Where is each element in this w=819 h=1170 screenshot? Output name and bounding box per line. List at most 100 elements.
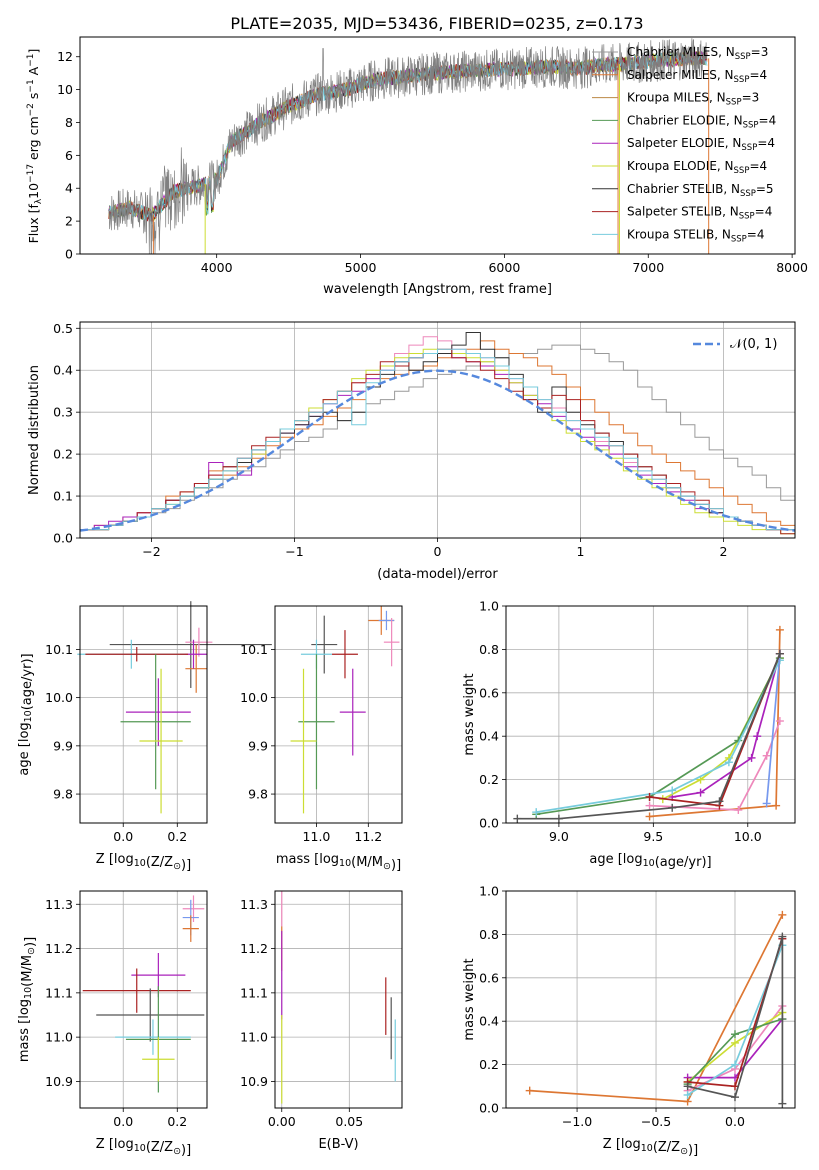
legend-entry: 𝒩(0, 1): [730, 337, 777, 352]
x-tick-label: 7000: [632, 260, 664, 275]
y-tick-label: 10.9: [240, 1074, 268, 1089]
x-tick-label: −1.0: [562, 1114, 592, 1129]
x-tick-label: 9.0: [549, 829, 569, 844]
legend-tail: =4: [757, 136, 775, 150]
label-part: E(B-V): [318, 1137, 358, 1152]
x-axis-label: mass [log10(M/M⊙)]: [276, 852, 401, 873]
x-tick-label: 2: [720, 544, 728, 559]
label-part: −17: [26, 164, 36, 183]
y-tick-label: 0.4: [479, 729, 499, 744]
legend-tail: =4: [759, 113, 777, 127]
legend-entry: Salpeter ELODIE, NSSP=4: [627, 136, 775, 153]
label-part: (Z/Z: [146, 855, 173, 870]
x-tick-label: 0.0: [113, 1114, 133, 1129]
axes-frame: [79, 605, 208, 824]
x-axis-label: Z [log10(Z/Z⊙)]: [96, 1137, 191, 1158]
label-part: ⊙: [680, 1146, 688, 1157]
y-tick-label: 11.3: [240, 897, 268, 912]
axes-frame: [505, 890, 796, 1109]
y-tick-label: 0.2: [479, 772, 499, 787]
label-part: 10: [23, 710, 34, 722]
weight-line: [765, 653, 781, 804]
y-axis-label: Normed distribution: [27, 365, 42, 495]
label-part: 10: [23, 987, 34, 999]
model-spectrum-line: [108, 52, 708, 225]
histogram-step: [80, 348, 795, 531]
y-tick-label: 0.0: [53, 531, 73, 546]
y-tick-label: 0.1: [53, 489, 73, 504]
axes-frame: [274, 890, 403, 1109]
y-tick-label: 8: [65, 115, 73, 130]
legend-tail: =4: [749, 159, 767, 173]
legend-entry: Chabrier MILES, NSSP=3: [627, 45, 768, 62]
legend-label: Salpeter STELIB, N: [627, 205, 739, 219]
label-part: ⊙: [173, 1146, 181, 1157]
y-tick-label: 10.1: [240, 642, 268, 657]
legend-entry: Kroupa MILES, NSSP=3: [627, 91, 759, 108]
label-part: (age/yr)]: [655, 855, 712, 870]
y-tick-label: 0.2: [53, 447, 73, 462]
label-part: erg cm: [26, 116, 41, 164]
mass-vs-ebv-panel: 0.00 0.05 10.9 11.0 11.1 11.2 11.3 E(B-V): [240, 890, 403, 1152]
legend-tail: =3: [742, 91, 760, 105]
legend-sub: SSP: [734, 75, 750, 85]
label-part: ⊙: [383, 861, 391, 872]
y-tick-label: 0.8: [479, 642, 499, 657]
y-tick-label: 9.8: [248, 787, 268, 802]
legend-label: Kroupa STELIB, N: [627, 227, 731, 241]
y-tick-label: 0: [65, 247, 73, 262]
legend-entry: Chabrier STELIB, NSSP=5: [627, 182, 774, 199]
y-axis-label: age [log10(age/yr)]: [17, 653, 35, 775]
weight-line: [536, 659, 781, 813]
x-axis-label: Z [log10(Z/Z⊙)]: [603, 1137, 698, 1158]
y-tick-label: 0.0: [479, 1101, 499, 1116]
y-tick-label: 0.4: [479, 1014, 499, 1029]
x-tick-label: 1: [577, 544, 585, 559]
label-part: 10: [641, 1143, 653, 1154]
label-part: age [log: [589, 852, 642, 867]
x-tick-label: −2: [142, 544, 160, 559]
label-part: (M/M: [351, 855, 383, 870]
spectrum-panel: 4000 5000 6000 7000 8000 0 2 4 6 8 10 12 Chabrier MI…: [26, 36, 808, 297]
legend-tail: =3: [751, 45, 769, 59]
label-part: age [log: [17, 722, 32, 775]
y-tick-label: 6: [65, 148, 73, 163]
y-tick-label: 0.5: [53, 321, 73, 336]
residuals-panel: −2 −1 0 1 2 0.0 0.1 0.2 0.3 0.4 0.5 𝒩(0, 1) (data-mo…: [27, 321, 796, 582]
legend-tail: =4: [747, 227, 765, 241]
age-vs-z-panel: 0.0 0.29.89.910.010.1Z [log10(Z/Z⊙)]age […: [17, 601, 272, 873]
axes-frame: [79, 36, 796, 255]
label-part: −1: [26, 79, 36, 92]
x-tick-label: 8000: [776, 260, 808, 275]
label-part: A: [26, 66, 41, 79]
legend-label: Chabrier ELODIE, N: [627, 113, 743, 127]
legend-sub: SSP: [739, 212, 755, 222]
legend-label: Chabrier STELIB, N: [627, 182, 740, 196]
y-tick-label: 11.1: [45, 985, 73, 1000]
y-axis-label: Flux [fλ10−17 erg cm−2 s−1 A−1]: [26, 49, 44, 244]
legend-label: Salpeter ELODIE, N: [627, 136, 741, 150]
y-tick-label: 0.6: [479, 685, 499, 700]
weight-line: [536, 657, 781, 816]
x-tick-label: 11.0: [303, 829, 331, 844]
legend-label: Kroupa ELODIE, N: [627, 159, 734, 173]
x-tick-label: 0.2: [167, 1114, 187, 1129]
legend-entry: Kroupa ELODIE, NSSP=4: [627, 159, 767, 176]
x-tick-label: −0.5: [641, 1114, 671, 1129]
label-part: 10: [339, 858, 351, 869]
legend-entry: Salpeter MILES, NSSP=4: [627, 68, 767, 85]
legend-label: Chabrier MILES, N: [627, 45, 735, 59]
y-tick-label: 1.0: [479, 884, 499, 899]
label-part: −1: [26, 54, 36, 67]
weight-line: [672, 653, 781, 798]
y-tick-label: 0.8: [479, 927, 499, 942]
legend-sub: SSP: [726, 98, 742, 108]
legend-label: Kroupa MILES, N: [627, 91, 726, 105]
x-tick-label: 10.0: [734, 829, 762, 844]
y-tick-label: 0.2: [479, 1057, 499, 1072]
label-part: 10: [134, 1143, 146, 1154]
y-tick-label: 11.2: [240, 941, 268, 956]
model-spectrum-line: [108, 51, 708, 221]
label-part: Z [log: [96, 1137, 134, 1152]
